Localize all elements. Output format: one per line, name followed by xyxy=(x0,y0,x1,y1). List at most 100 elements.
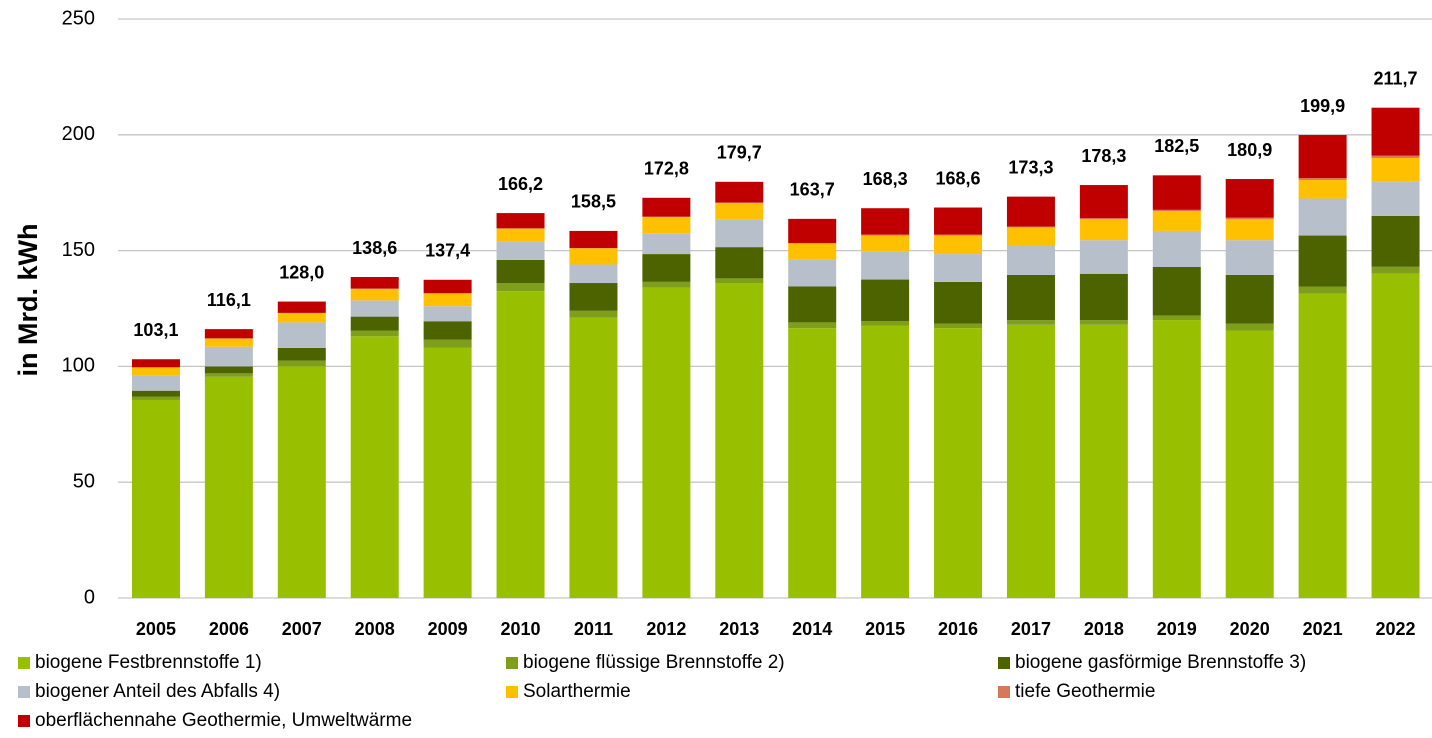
bar-segment xyxy=(1006,196,1055,227)
bar-segment xyxy=(204,346,253,367)
bar-segment xyxy=(788,286,837,323)
bar-segment xyxy=(1225,274,1274,324)
x-tick-label: 2021 xyxy=(1303,619,1343,639)
bar-segment xyxy=(861,234,910,236)
bar-segment xyxy=(1371,107,1420,156)
bar-segment xyxy=(642,233,691,255)
bar-segment xyxy=(861,325,910,598)
legend-swatch xyxy=(18,657,30,669)
total-label: 163,7 xyxy=(790,180,835,200)
bar-segment xyxy=(350,300,399,317)
bar-segment xyxy=(350,336,399,598)
bar-segment xyxy=(642,254,691,282)
bar-segment xyxy=(1225,330,1274,598)
bar-segment xyxy=(788,218,837,243)
bar-segment xyxy=(350,330,399,337)
bar-segment xyxy=(204,376,253,598)
bar-segment xyxy=(715,203,764,220)
bar-segment xyxy=(423,321,472,340)
bar-segment xyxy=(861,321,910,326)
y-axis-title: in Mrd. kWh xyxy=(13,224,43,377)
bar-segment xyxy=(1152,211,1201,231)
legend-label: biogene gasförmige Brennstoffe 3) xyxy=(1015,652,1306,673)
bar-segment xyxy=(1225,323,1274,331)
bar-segment xyxy=(861,279,910,322)
bar-segment xyxy=(1079,273,1128,321)
bar-segment xyxy=(642,197,691,217)
y-tick-label: 250 xyxy=(62,7,95,29)
bar-segment xyxy=(350,277,399,289)
bar-segment xyxy=(277,301,326,313)
bar-segment xyxy=(131,367,180,376)
total-label: 116,1 xyxy=(207,290,251,310)
bar-segment xyxy=(788,243,837,260)
legend-label: oberflächennahe Geothermie, Umweltwärme xyxy=(35,710,412,731)
bar-segment xyxy=(131,359,180,368)
legend-label: Solarthermie xyxy=(523,681,631,702)
x-tick-label: 2016 xyxy=(938,619,978,639)
bar-segment xyxy=(496,259,545,284)
bar-segment xyxy=(715,219,764,248)
bar-segment xyxy=(569,264,618,284)
bar-segment xyxy=(788,259,837,287)
bar-segment xyxy=(423,339,472,348)
legend-label: biogene Festbrennstoffe 1) xyxy=(35,652,262,673)
bar-segment xyxy=(569,248,618,265)
bar-segment xyxy=(1152,266,1201,316)
bar-segment xyxy=(569,230,618,249)
total-label: 168,3 xyxy=(863,169,908,189)
x-tick-label: 2015 xyxy=(865,619,905,639)
bar-segment xyxy=(350,288,399,301)
x-tick-label: 2007 xyxy=(282,619,322,639)
bar-segment xyxy=(569,310,618,318)
x-tick-label: 2020 xyxy=(1230,619,1270,639)
x-tick-label: 2008 xyxy=(355,619,395,639)
x-tick-label: 2018 xyxy=(1084,619,1124,639)
bar-segment xyxy=(204,366,253,374)
bar-segment xyxy=(496,291,545,598)
bar-segment xyxy=(1079,324,1128,598)
legend-swatch xyxy=(18,715,30,727)
bar-segment xyxy=(715,278,764,284)
bar-segment xyxy=(569,283,618,311)
bar-segment xyxy=(934,328,983,598)
bar-segment xyxy=(496,241,545,260)
total-label: 158,5 xyxy=(571,192,616,212)
bar-segment xyxy=(788,242,837,244)
x-tick-label: 2017 xyxy=(1011,619,1051,639)
bar-segment xyxy=(788,328,837,598)
y-tick-label: 200 xyxy=(62,123,95,145)
total-label: 128,0 xyxy=(279,262,324,282)
legend-swatch xyxy=(998,657,1010,669)
bar-segment xyxy=(423,347,472,598)
bar-segment xyxy=(1152,230,1201,267)
bar-segment xyxy=(1006,227,1055,246)
bar-segment xyxy=(496,213,545,229)
bar-segment xyxy=(1371,155,1420,158)
bar-segment xyxy=(423,306,472,322)
bar-segment xyxy=(1371,157,1420,182)
bar-segment xyxy=(350,316,399,331)
total-label: 199,9 xyxy=(1300,96,1345,116)
bar-segment xyxy=(131,399,180,598)
bar-segment xyxy=(934,235,983,255)
x-tick-label: 2022 xyxy=(1376,619,1416,639)
bar-segment xyxy=(1006,324,1055,598)
bar-segment xyxy=(1298,135,1347,179)
total-label: 173,3 xyxy=(1008,157,1053,177)
total-label: 179,7 xyxy=(717,143,762,163)
bar-segment xyxy=(1152,175,1201,210)
y-tick-label: 150 xyxy=(62,239,95,261)
bar-segment xyxy=(1298,179,1347,199)
total-label: 172,8 xyxy=(644,159,689,179)
bar-segment xyxy=(1371,181,1420,216)
bar-segment xyxy=(204,338,253,347)
bar-segment xyxy=(861,251,910,280)
legend-swatch xyxy=(506,686,518,698)
bar-segment xyxy=(1006,274,1055,321)
x-tick-label: 2014 xyxy=(792,619,832,639)
bar-segment xyxy=(1079,320,1128,325)
total-label: 180,9 xyxy=(1227,140,1272,160)
bar-segment xyxy=(277,360,326,367)
